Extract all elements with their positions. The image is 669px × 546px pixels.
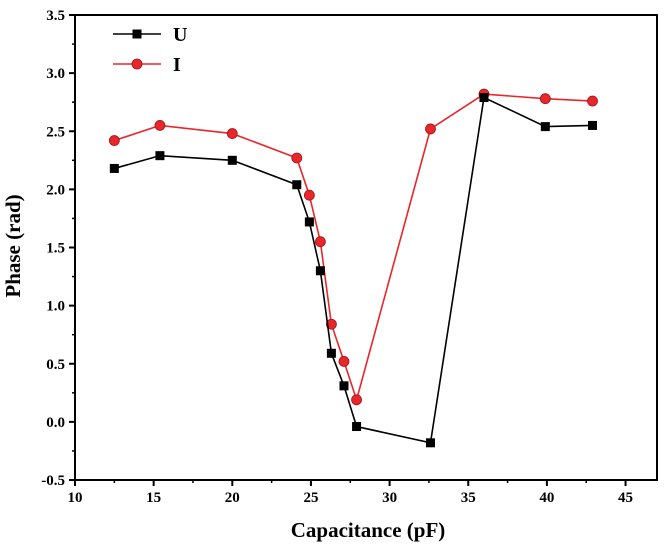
data-point-i [154, 120, 166, 131]
x-tick-label: 25 [303, 490, 318, 506]
data-point-u [339, 381, 349, 391]
y-tick-label: 3.5 [46, 8, 65, 24]
data-point-u [479, 93, 489, 103]
data-point-i [338, 356, 350, 367]
data-point-i [108, 135, 120, 146]
data-point-i [539, 93, 551, 105]
data-point-u [352, 422, 362, 432]
data-point-u [109, 163, 119, 173]
data-point-i [425, 123, 436, 135]
y-tick-label: 0.0 [46, 415, 65, 431]
y-tick-label: 1.0 [46, 299, 65, 315]
y-tick-label: -0.5 [41, 473, 65, 489]
x-axis-title: Capacitance (pF) [291, 518, 446, 542]
x-tick-label: 45 [618, 490, 633, 506]
x-tick-label: 10 [68, 490, 83, 506]
legend-marker [132, 29, 142, 39]
series-layer [108, 88, 598, 448]
x-tick-label: 15 [146, 490, 161, 506]
axes [74, 14, 658, 481]
legend-marker [131, 58, 143, 70]
legend-item-i: I [113, 54, 181, 76]
data-point-i [291, 152, 303, 164]
data-point-u [588, 120, 598, 130]
legend-item-u: U [113, 24, 187, 46]
x-tick-label: 20 [225, 490, 240, 506]
data-point-u [155, 151, 165, 161]
y-axis-title: Phase (rad) [1, 194, 25, 297]
data-point-i [303, 189, 315, 201]
y-tick-label: 3.0 [46, 66, 65, 82]
data-point-i [587, 95, 598, 107]
y-tick-label: 2.5 [46, 124, 65, 140]
data-point-i [226, 128, 238, 139]
legend-label: I [173, 54, 181, 76]
y-tick-label: 2.0 [46, 182, 65, 198]
series-i [108, 88, 598, 406]
x-tick-label: 35 [461, 490, 476, 506]
x-tick-label: 30 [382, 490, 397, 506]
y-axis-ticks: -0.5 0.0 0.5 1.0 1.5 2.0 2.5 3.0 3.5 [41, 8, 75, 489]
series-u [109, 93, 598, 448]
legend-label: U [173, 24, 187, 46]
data-point-u [292, 180, 302, 190]
data-point-u [540, 122, 550, 132]
data-point-u [326, 348, 336, 358]
data-point-i [325, 318, 337, 330]
x-axis-ticks: 10 15 20 25 30 35 40 45 [68, 480, 633, 506]
data-point-u [425, 438, 435, 448]
legend: UI [113, 24, 187, 76]
y-tick-label: 1.5 [46, 241, 65, 257]
series-line-i [114, 93, 593, 403]
data-point-u [227, 155, 237, 165]
data-point-u [315, 266, 325, 276]
plot-frame [74, 14, 658, 481]
x-tick-label: 40 [539, 490, 554, 506]
y-tick-label: 0.5 [46, 357, 65, 373]
data-point-u [304, 217, 314, 227]
data-point-i [351, 394, 362, 406]
data-point-i [314, 236, 326, 248]
